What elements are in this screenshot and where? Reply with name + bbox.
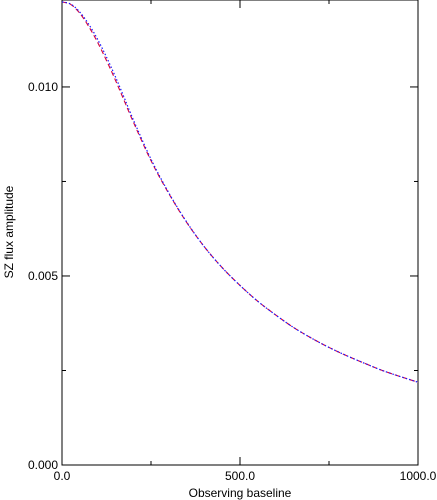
x-tick-label: 1000.0 bbox=[400, 469, 437, 483]
axis-ticks bbox=[61, 0, 419, 466]
series-line-1 bbox=[61, 1, 419, 383]
axis-tick-labels: 0.000 0.005 0.010 0.0 500.0 1000.0 bbox=[28, 80, 437, 483]
y-tick-label: 0.005 bbox=[28, 269, 58, 283]
series-layer bbox=[61, 1, 419, 383]
plot-frame bbox=[61, 0, 419, 466]
x-tick-label: 500.0 bbox=[225, 469, 255, 483]
x-tick-label: 0.0 bbox=[54, 469, 71, 483]
series-line-2 bbox=[61, 1, 419, 383]
y-axis-label: SZ flux amplitude bbox=[2, 185, 16, 278]
y-tick-label: 0.010 bbox=[28, 80, 58, 94]
y-tick-label: 0.000 bbox=[28, 458, 58, 472]
x-axis-label: Observing baseline bbox=[189, 486, 292, 500]
